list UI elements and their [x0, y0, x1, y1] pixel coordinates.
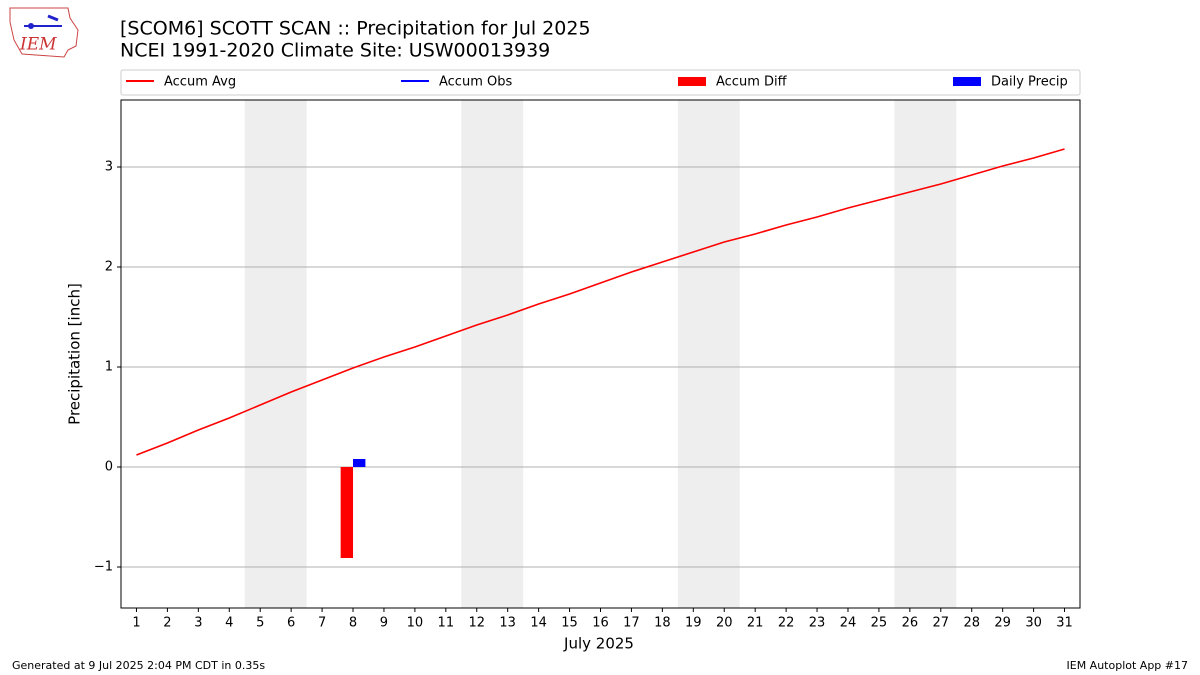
footer-left: Generated at 9 Jul 2025 2:04 PM CDT in 0…: [12, 659, 265, 672]
x-tick-label: 13: [499, 616, 516, 631]
y-tick-label: 3: [105, 160, 113, 175]
x-tick-label: 26: [902, 616, 919, 631]
svg-text:IEM: IEM: [19, 35, 57, 55]
chart-title: [SCOM6] SCOTT SCAN :: Precipitation for …: [120, 18, 591, 40]
x-tick-label: 29: [994, 616, 1011, 631]
legend-label: Accum Avg: [164, 75, 236, 90]
legend-label: Accum Diff: [716, 75, 788, 90]
footer-right: IEM Autoplot App #17: [1067, 659, 1189, 672]
x-tick-label: 5: [256, 616, 264, 631]
x-tick-label: 20: [716, 616, 733, 631]
x-tick-label: 17: [623, 616, 640, 631]
x-tick-label: 1: [132, 616, 140, 631]
logo: IEM: [9, 7, 79, 58]
legend: [120, 69, 1081, 96]
x-tick-label: 16: [592, 616, 609, 631]
legend-label: Accum Obs: [439, 75, 512, 90]
y-tick-label: 1: [105, 360, 113, 375]
x-tick-label: 3: [194, 616, 202, 631]
x-tick-label: 4: [225, 616, 233, 631]
x-tick-label: 14: [530, 616, 547, 631]
x-tick-label: 19: [685, 616, 702, 631]
x-tick-label: 9: [380, 616, 388, 631]
weekend-shade: [677, 100, 740, 608]
x-tick-label: 10: [407, 616, 424, 631]
x-tick-label: 11: [438, 616, 455, 631]
y-axis-label: Precipitation [inch]: [66, 283, 84, 425]
legend-label: Daily Precip: [991, 75, 1068, 90]
legend-swatch: [678, 77, 706, 86]
x-tick-label: 6: [287, 616, 295, 631]
x-tick-label: 31: [1056, 616, 1073, 631]
x-tick-label: 28: [963, 616, 980, 631]
legend-swatch: [953, 77, 981, 86]
y-tick-label: 2: [105, 260, 113, 275]
x-tick-label: 24: [840, 616, 857, 631]
x-tick-label: 18: [654, 616, 671, 631]
bar: [340, 467, 354, 558]
y-tick-label: −1: [94, 560, 113, 575]
weekend-shade: [244, 100, 307, 608]
x-tick-label: 7: [318, 616, 326, 631]
x-axis-label: July 2025: [563, 635, 634, 653]
x-tick-label: 27: [933, 616, 950, 631]
weekend-shade: [894, 100, 957, 608]
x-tick-label: 15: [561, 616, 578, 631]
x-tick-label: 25: [871, 616, 888, 631]
line: [136, 148, 1065, 456]
x-tick-label: 22: [778, 616, 795, 631]
x-tick-label: 30: [1025, 616, 1042, 631]
x-tick-label: 8: [349, 616, 357, 631]
chart-subtitle: NCEI 1991-2020 Climate Site: USW00013939: [120, 40, 550, 62]
x-tick-label: 2: [163, 616, 171, 631]
x-tick-label: 12: [468, 616, 485, 631]
x-tick-label: 21: [747, 616, 764, 631]
weekend-shade: [461, 100, 524, 608]
x-tick-label: 23: [809, 616, 826, 631]
y-tick-label: 0: [105, 460, 113, 475]
bar: [353, 459, 366, 467]
